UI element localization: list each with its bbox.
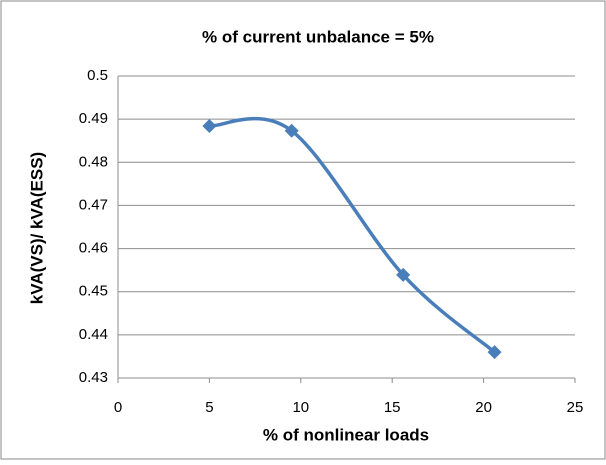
x-tick-label: 15 [384,399,401,416]
y-tick-label: 0.46 [79,240,108,257]
series-line [209,116,496,354]
y-tick-label: 0.43 [79,369,108,386]
chart-title: % of current unbalance = 5% [202,27,434,46]
data-point [284,123,299,138]
y-tick-label: 0.5 [87,67,108,84]
x-tick-label: 5 [205,399,213,416]
x-axis-title: % of nonlinear loads [263,425,429,444]
x-tick-label: 20 [475,399,492,416]
x-tick-label: 10 [292,399,309,416]
data-point [202,119,217,134]
y-axis-title: kVA(VS)/ kVA(ESS) [27,152,46,304]
y-tick-label: 0.44 [79,326,108,343]
y-tick-label: 0.49 [79,110,108,127]
y-tick-label: 0.48 [79,153,108,170]
y-tick-label: 0.47 [79,196,108,213]
x-tick-label: 0 [114,399,122,416]
x-tick-label: 25 [567,399,584,416]
data-point [487,345,502,360]
data-point [396,267,411,282]
y-tick-label: 0.45 [79,283,108,300]
